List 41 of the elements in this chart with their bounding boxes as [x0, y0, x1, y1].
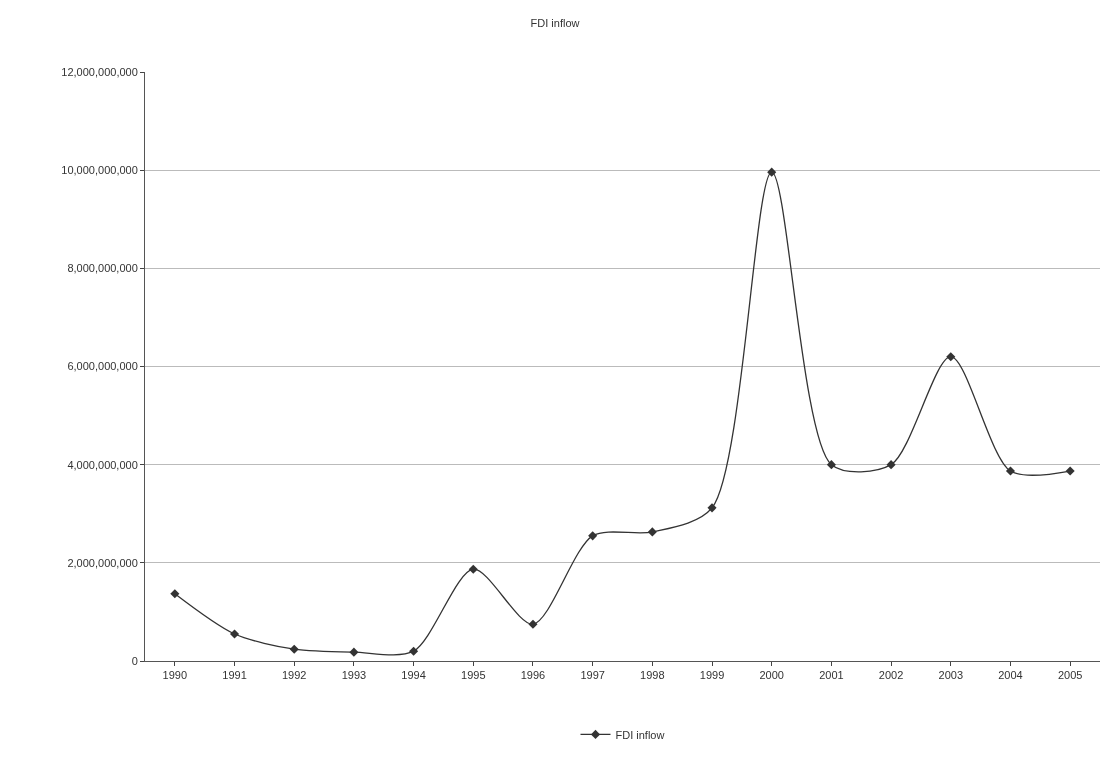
y-tick-label: 8,000,000,000 — [67, 262, 138, 275]
point — [1005, 466, 1016, 476]
y-tick-label: 10,000,000,000 — [61, 164, 138, 177]
x-tick-label: 1990 — [162, 669, 188, 682]
point — [229, 629, 240, 639]
x-tick-label: 2002 — [878, 669, 904, 682]
point — [528, 619, 538, 629]
point — [289, 644, 299, 654]
x-tick-label: 2000 — [759, 669, 784, 682]
x-tick-label: 2005 — [1057, 669, 1083, 682]
y-tick-label: 12,000,000,000 — [61, 65, 138, 78]
x-tick-label: 2004 — [998, 669, 1023, 682]
point — [349, 647, 359, 657]
x-tick-label: 1992 — [281, 669, 307, 682]
x-tick-label: 1996 — [520, 669, 546, 682]
x-tick-label: 1991 — [222, 669, 247, 682]
y-tick-label: 4,000,000,000 — [67, 458, 138, 471]
point — [409, 646, 419, 656]
x-tick-label: 1995 — [461, 669, 486, 682]
y-tick-label: 2,000,000,000 — [67, 556, 138, 569]
point — [826, 460, 836, 470]
x-tick-label: 1999 — [699, 669, 725, 682]
legend-label: FDI inflow — [615, 728, 665, 741]
point — [170, 589, 180, 599]
point — [647, 527, 657, 537]
y-tick-label: 6,000,000,000 — [67, 360, 138, 373]
x-tick-label: 1997 — [580, 669, 605, 682]
point — [886, 460, 896, 470]
x-tick-label: 1993 — [341, 669, 367, 682]
x-tick-label: 1998 — [640, 669, 665, 682]
point — [1065, 466, 1075, 476]
x-tick-label: 2003 — [938, 669, 964, 682]
y-tick-label: 0 — [131, 654, 138, 667]
chart-title: FDI inflow — [530, 16, 580, 29]
point — [767, 167, 777, 177]
point — [946, 352, 956, 362]
point — [588, 531, 598, 541]
x-tick-label: 1994 — [401, 669, 426, 682]
point — [468, 564, 478, 574]
x-tick-label: 2001 — [819, 669, 844, 682]
point — [707, 503, 717, 513]
